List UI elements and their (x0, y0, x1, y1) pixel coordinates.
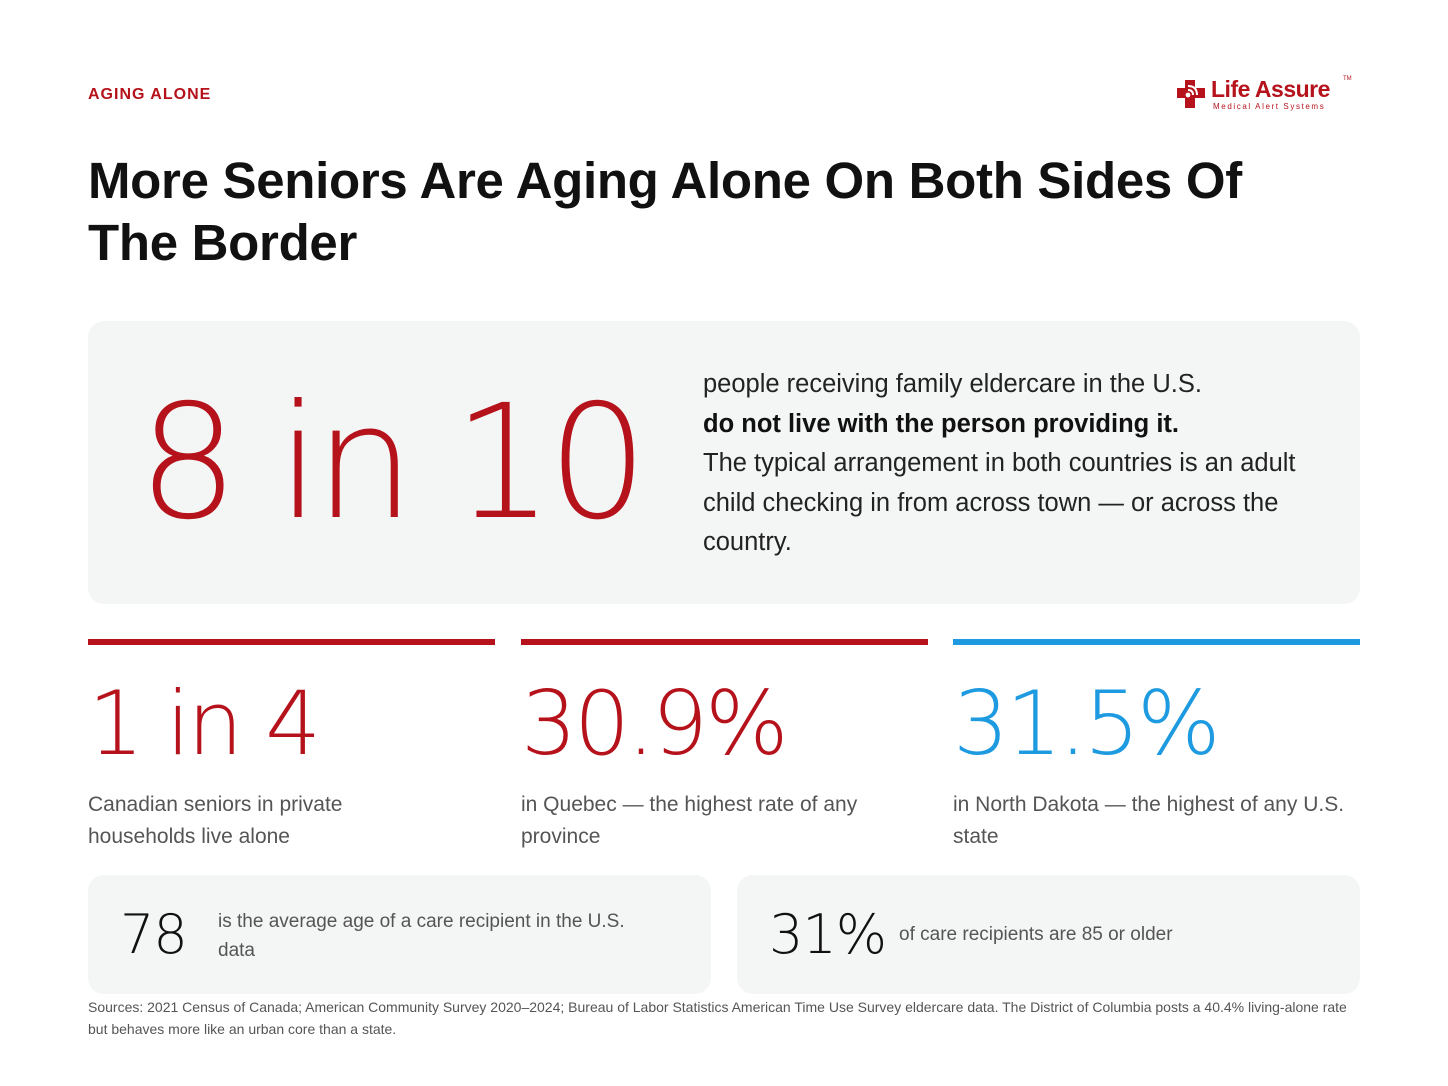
stat-value: 30.9% (521, 672, 789, 775)
logo-trademark: TM (1343, 76, 1352, 82)
hero-stat-description: people receiving family eldercare in the… (703, 365, 1323, 563)
stat-accent-bar (521, 639, 928, 645)
stat-north-dakota: 31.5% in North Dakota — the highest of a… (953, 639, 1360, 853)
red-cross-icon (1177, 80, 1205, 108)
page-title: More Seniors Are Aging Alone On Both Sid… (88, 152, 1242, 271)
logo-name: Life Assure (1211, 76, 1330, 102)
hero-stat-value: 8 in 10 (138, 371, 648, 555)
stat-description: in North Dakota — the highest of any U.S… (953, 793, 1345, 848)
section-eyebrow: AGING ALONE (88, 86, 212, 103)
hero-text-rest: The typical arrangement in both countrie… (703, 449, 1296, 556)
sources-footnote: Sources: 2021 Census of Canada; American… (88, 999, 1347, 1037)
card-average-age: 78 is the average age of a care recipien… (88, 875, 711, 994)
stat-description: in Quebec — the highest rate of any prov… (521, 793, 858, 848)
stat-accent-bar (88, 639, 495, 645)
card-85-or-older: 31% of care recipients are 85 or older (737, 875, 1360, 994)
stat-canada: 1 in 4 Canadian seniors in private house… (88, 639, 495, 853)
card-description: is the average age of a care recipient i… (218, 911, 625, 961)
card-description: of care recipients are 85 or older (899, 924, 1173, 945)
hero-text-emphasis: do not live with the person providing it… (703, 409, 1179, 438)
stat-description: Canadian seniors in private households l… (88, 793, 343, 848)
hero-text-lead: people receiving family eldercare in the… (703, 370, 1202, 398)
stat-quebec: 30.9% in Quebec — the highest rate of an… (521, 639, 928, 853)
stat-value: 31.5% (953, 672, 1221, 775)
card-value: 78 (120, 903, 188, 966)
logo-tagline: Medical Alert Systems (1213, 102, 1326, 111)
stat-value: 1 in 4 (88, 672, 321, 775)
stat-accent-bar (953, 639, 1360, 645)
hero-stat-card: 8 in 10 people receiving family eldercar… (88, 321, 1360, 604)
brand-logo[interactable]: Life Assure TM Medical Alert Systems (1175, 76, 1360, 114)
card-value: 31% (769, 903, 887, 966)
